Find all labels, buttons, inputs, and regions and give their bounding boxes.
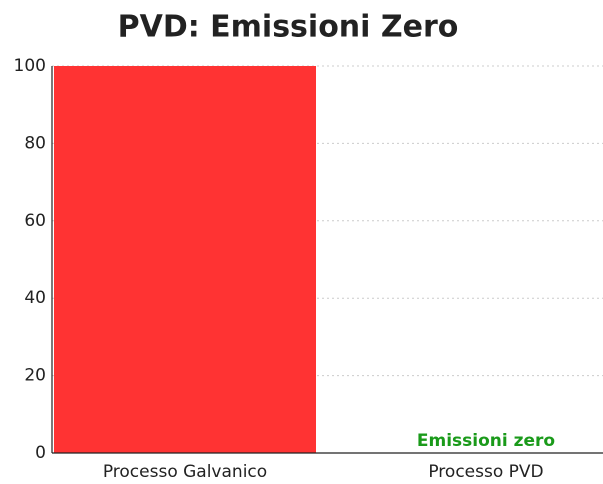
y-tick-label: 0	[35, 443, 46, 463]
bar	[54, 66, 316, 453]
y-tick-label: 20	[24, 366, 46, 386]
x-tick-label: Processo Galvanico	[103, 462, 267, 482]
y-tick-label: 60	[24, 211, 46, 231]
x-tick-label: Processo PVD	[428, 462, 543, 482]
chart-title: PVD: Emissioni Zero	[118, 10, 459, 45]
y-tick-label: 80	[24, 133, 46, 153]
y-tick-label: 40	[24, 288, 46, 308]
annotation: Emissioni zero	[417, 431, 555, 451]
y-tick-label: 100	[14, 56, 46, 76]
